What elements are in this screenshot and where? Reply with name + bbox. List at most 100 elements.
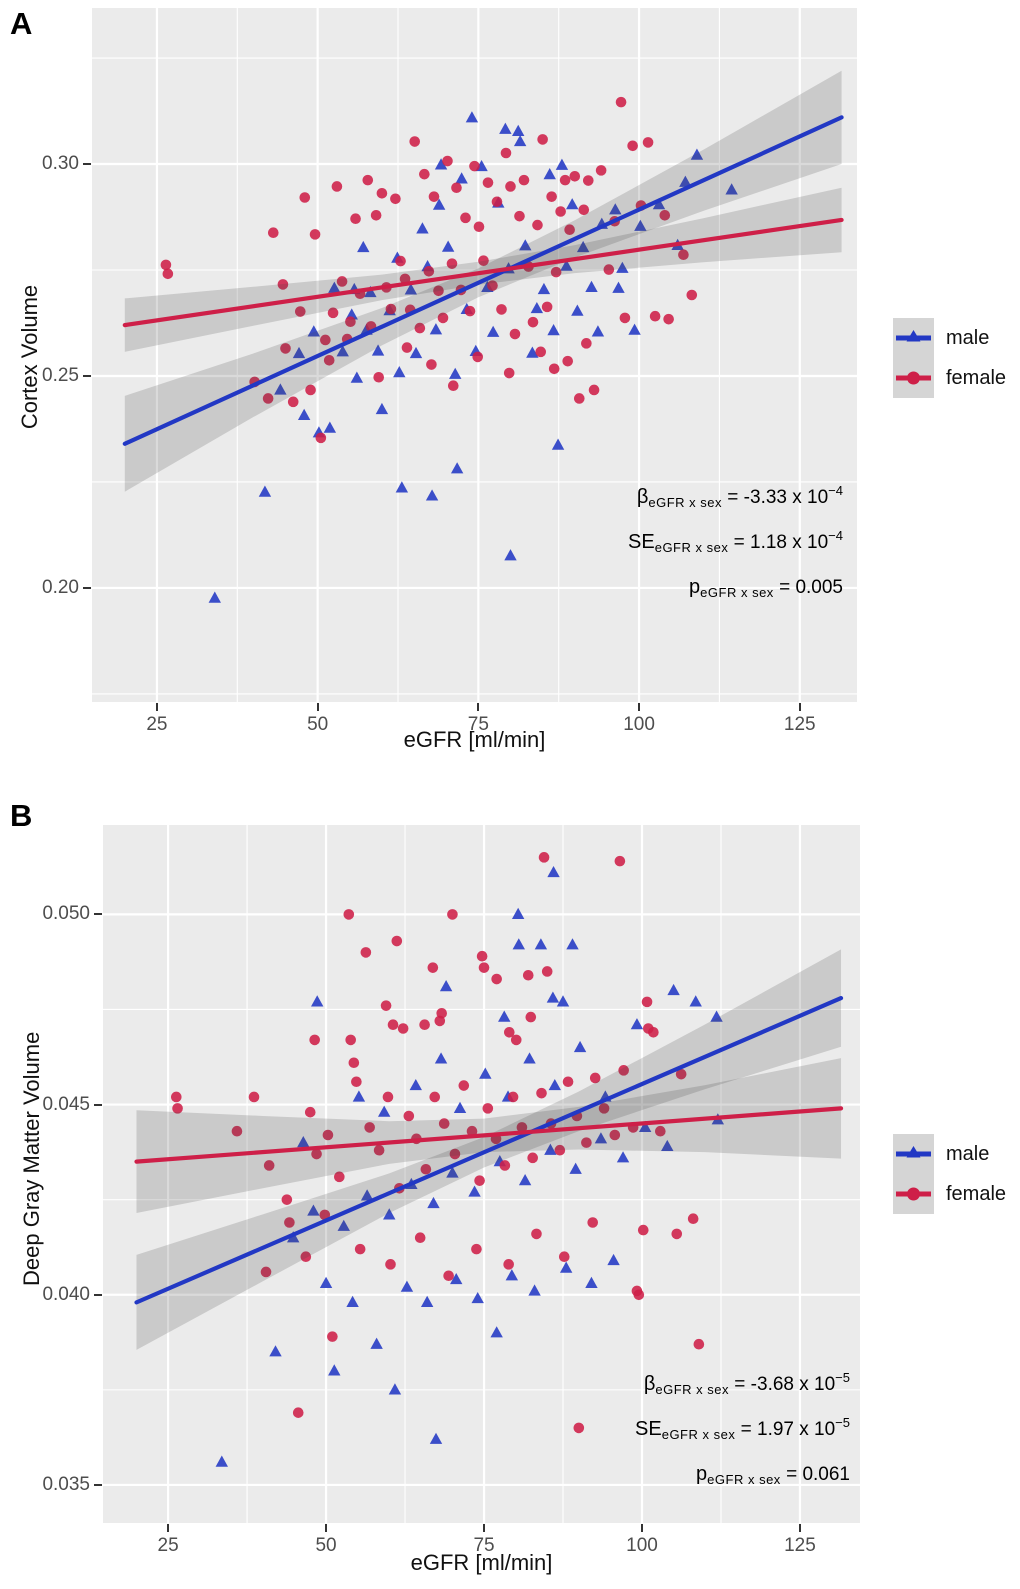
data-point-female xyxy=(637,1224,649,1236)
data-point-female xyxy=(473,221,485,233)
data-point-female xyxy=(504,1027,515,1038)
data-point-female xyxy=(663,313,674,325)
y-tick-mark xyxy=(83,163,91,165)
data-point-female xyxy=(487,280,498,291)
data-point-female xyxy=(471,1243,482,1255)
data-point-female xyxy=(618,1065,629,1076)
x-tick-label: 50 xyxy=(315,1535,337,1556)
data-point-female xyxy=(397,1023,409,1034)
legend-item-female: female xyxy=(893,1174,1006,1214)
data-point-female xyxy=(345,316,356,328)
x-tick-mark xyxy=(483,1524,486,1532)
regression-line-female xyxy=(122,217,844,328)
data-point-male xyxy=(547,324,560,336)
data-point-female xyxy=(442,155,453,167)
data-point-male xyxy=(449,367,462,379)
data-point-male xyxy=(388,1383,402,1395)
data-point-male xyxy=(357,240,370,253)
data-point-female xyxy=(426,359,437,370)
data-point-female xyxy=(281,1194,293,1205)
data-point-female xyxy=(537,134,548,145)
x-tick-label: 100 xyxy=(626,1535,658,1556)
data-point-female xyxy=(460,212,471,224)
data-point-female xyxy=(419,1019,430,1031)
data-point-female xyxy=(427,962,439,973)
data-point-female xyxy=(362,174,374,186)
data-point-male xyxy=(679,175,692,187)
data-point-female xyxy=(334,1171,345,1183)
data-point-male xyxy=(432,198,446,210)
data-point-male xyxy=(571,304,584,316)
data-point-male xyxy=(499,122,512,134)
data-point-female xyxy=(423,265,435,277)
data-point-female xyxy=(380,1000,392,1011)
data-point-female xyxy=(172,1103,183,1114)
data-point-male xyxy=(566,938,579,950)
data-point-female xyxy=(514,210,525,222)
y-axis-title-a: Cortex Volume xyxy=(17,284,42,430)
data-point-female xyxy=(390,193,401,205)
points-layer-male xyxy=(215,865,725,1467)
data-point-male xyxy=(429,323,443,335)
data-point-female xyxy=(582,175,594,186)
data-point-male xyxy=(667,983,680,996)
data-point-male xyxy=(323,421,337,433)
data-point-female xyxy=(559,174,571,186)
data-point-female xyxy=(280,343,291,354)
x-tick-label: 125 xyxy=(784,1535,816,1556)
data-point-female xyxy=(446,258,458,269)
x-tick-label: 100 xyxy=(623,714,655,735)
data-point-male xyxy=(346,1295,359,1307)
data-point-female xyxy=(327,307,339,319)
male-line-triangle-icon xyxy=(896,330,931,342)
data-point-male xyxy=(547,865,560,878)
x-tick-mark xyxy=(638,703,641,711)
legend-label-male: male xyxy=(946,1142,990,1165)
data-point-female xyxy=(614,855,626,867)
data-point-female xyxy=(304,1106,316,1118)
data-point-female xyxy=(581,1137,592,1148)
data-point-female xyxy=(491,973,502,985)
data-point-female xyxy=(373,371,385,383)
data-point-male xyxy=(555,158,569,170)
data-point-male xyxy=(634,219,647,231)
data-point-male xyxy=(519,239,532,251)
data-point-male xyxy=(576,240,590,253)
data-point-female xyxy=(671,1228,683,1240)
annotation-p-a: peGFR x sex = 0.005 xyxy=(689,576,843,600)
y-tick-label: 0.035 xyxy=(42,1473,90,1495)
data-point-female xyxy=(401,342,413,353)
legend-item-male: male xyxy=(893,1134,1006,1174)
data-point-male xyxy=(377,1105,391,1117)
data-point-male xyxy=(450,462,464,474)
data-point-male xyxy=(551,438,565,450)
data-point-female xyxy=(414,322,426,334)
data-point-female xyxy=(476,950,488,962)
grid-layer xyxy=(103,825,860,1523)
chart-canvas-b xyxy=(103,825,860,1523)
x-tick-mark xyxy=(640,1524,643,1532)
data-point-male xyxy=(297,408,311,421)
data-point-male xyxy=(594,1132,608,1144)
data-point-female xyxy=(603,264,615,275)
data-point-male xyxy=(528,1284,541,1296)
data-point-female xyxy=(315,432,327,444)
data-point-female xyxy=(351,1076,362,1088)
data-point-female xyxy=(578,204,590,216)
data-point-female xyxy=(558,1251,570,1263)
data-point-female xyxy=(516,1122,528,1133)
data-point-female xyxy=(436,1007,447,1019)
annotation-beta-a: βeGFR x sex = -3.33 x 10−4 xyxy=(636,483,843,510)
data-point-male xyxy=(420,1295,434,1307)
data-point-male xyxy=(518,1174,532,1186)
points-layer-female xyxy=(170,852,705,1434)
points-layer-male xyxy=(208,111,738,603)
data-point-female xyxy=(588,384,600,396)
data-point-female xyxy=(564,224,575,236)
data-point-male xyxy=(544,1143,557,1155)
panel-a-tag: A xyxy=(10,6,33,41)
data-point-female xyxy=(449,1148,461,1160)
data-point-female xyxy=(327,1331,338,1342)
y-tick-mark xyxy=(83,374,91,377)
